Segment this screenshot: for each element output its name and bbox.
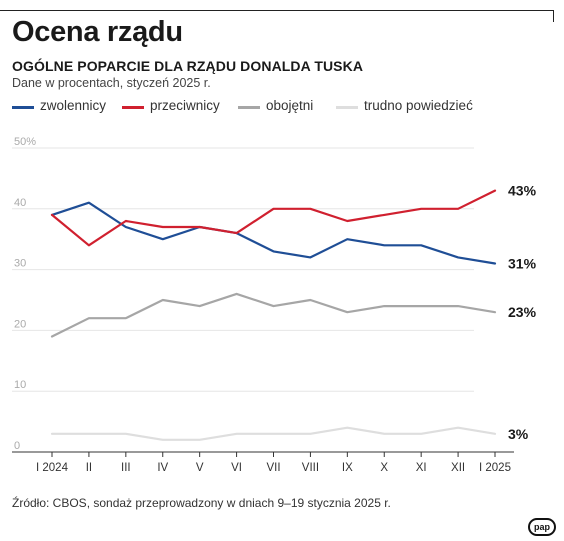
x-tick-label-3: IV [157,462,168,474]
chart-note: Dane w procentach, styczeń 2025 r. [12,76,211,90]
end-label-3: 3% [508,426,529,442]
top-rule-corner [553,10,554,22]
series-line-2 [50,292,497,338]
legend-swatch-obojetni [238,106,260,109]
x-tick-label-7: VIII [302,462,319,474]
x-tick-label-12: I 2025 [479,462,511,474]
x-tick-label-4: V [196,462,204,474]
x-tick-label-9: X [380,462,388,474]
y-tick-label-30: 30 [14,258,26,270]
chart-title: Ocena rządu [12,16,183,48]
x-tick-label-11: XII [451,462,465,474]
series-line-1 [50,189,497,247]
legend-swatch-trudno-powiedziec [336,106,358,109]
end-label-0: 31% [508,256,537,272]
x-tick-label-8: IX [342,462,353,474]
legend-swatch-przeciwnicy [122,106,144,109]
legend-label-zwolennicy: zwolennicy [40,98,107,113]
y-tick-label-50: 50% [14,136,36,148]
end-label-1: 43% [508,183,537,199]
y-tick-label-20: 20 [14,318,26,330]
x-tick-label-1: II [86,462,92,474]
legend-label-przeciwnicy: przeciwnicy [150,98,220,113]
series-line-0 [50,201,497,265]
legend-swatch-zwolennicy [12,106,34,109]
x-tick-label-2: III [121,462,131,474]
chart-subtitle: OGÓLNE POPARCIE DLA RZĄDU DONALDA TUSKA [12,58,364,74]
source-note: Źródło: CBOS, sondaż przeprowadzony w dn… [12,496,391,510]
y-tick-label-0: 0 [14,440,20,452]
pap-logo: pap [528,518,556,536]
x-tick-label-5: VI [231,462,242,474]
legend-label-trudno-powiedziec: trudno powiedzieć [364,98,473,113]
series-line-3 [50,426,497,441]
x-tick-label-0: I 2024 [36,462,69,474]
x-tick-label-6: VII [266,462,280,474]
legend-label-obojetni: obojętni [266,98,314,113]
y-tick-label-10: 10 [14,379,26,391]
y-tick-label-40: 40 [14,197,26,209]
x-tick-label-10: XI [416,462,427,474]
top-rule [0,10,554,11]
end-label-2: 23% [508,304,537,320]
